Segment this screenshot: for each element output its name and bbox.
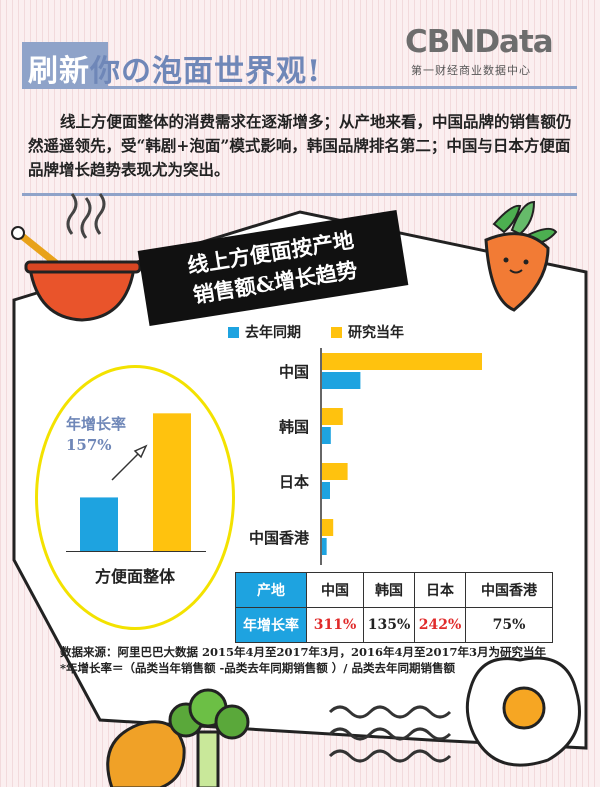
- noodle-squiggle-icon: [328, 705, 452, 763]
- table-cell-origin: 日本: [414, 572, 466, 608]
- table-cell-rate: 135%: [363, 607, 415, 643]
- intro-divider: [22, 193, 577, 196]
- growth-table: 产地 中国 韩国 日本 中国香港 年增长率 311% 135% 242% 75%: [235, 572, 553, 643]
- table-cell-rate: 75%: [465, 607, 553, 643]
- header-divider: [22, 86, 577, 89]
- legend-swatch-this-year: [331, 326, 342, 338]
- broccoli-icon: [168, 688, 250, 787]
- source-note: 数据来源：阿里巴巴大数据 2015年4月至2017年3月，2016年4月至201…: [60, 644, 546, 676]
- table-cell-origin: 韩国: [363, 572, 415, 608]
- legend-label-this-year: 研究当年: [348, 325, 404, 341]
- page-title: 刷新你の泡面世界观!: [28, 46, 321, 90]
- title-highlight: 刷新: [28, 54, 90, 89]
- legend-swatch-last-year: [228, 326, 239, 338]
- brand-logo: CBNData: [405, 24, 554, 60]
- overall-baseline: [66, 551, 206, 552]
- overall-ellipse: [35, 365, 235, 630]
- table-header-origin: 产地: [235, 572, 307, 608]
- legend-item-last-year: 去年同期: [228, 322, 301, 342]
- table-row-origin: 产地 中国 韩国 日本 中国香港: [235, 572, 553, 608]
- overall-growth-annotation: 年增长率 157%: [66, 414, 126, 456]
- intro-paragraph: 线上方便面整体的消费需求在逐渐增多；从产地来看，中国品牌的销售额仍然遥遥领先，受…: [28, 112, 572, 179]
- overall-growth-value: 157%: [66, 436, 112, 454]
- source-line-2: *年增长率＝（品类当年销售额 -品类去年同期销售额 ）/ 品类去年同期销售额: [60, 661, 455, 675]
- chart-legend: 去年同期 研究当年: [228, 322, 434, 342]
- table-cell-rate: 242%: [414, 607, 466, 643]
- noodle-bowl-icon: [11, 193, 142, 322]
- title-highlight-box: [22, 42, 108, 86]
- carrot-icon: [484, 200, 558, 312]
- table-cell-rate: 311%: [306, 607, 364, 643]
- brand-subtitle: 第一财经商业数据中心: [411, 64, 531, 77]
- title-rest: 你の泡面世界观!: [90, 54, 322, 89]
- table-cell-origin: 中国香港: [465, 572, 553, 608]
- table-header-growth: 年增长率: [235, 607, 307, 643]
- legend-label-last-year: 去年同期: [245, 325, 301, 341]
- source-line-1: 数据来源：阿里巴巴大数据 2015年4月至2017年3月，2016年4月至201…: [60, 645, 547, 659]
- legend-item-this-year: 研究当年: [331, 322, 404, 342]
- table-row-growth: 年增长率 311% 135% 242% 75%: [235, 607, 553, 643]
- overall-growth-label: 年增长率: [66, 415, 127, 433]
- fried-egg-icon: [465, 656, 581, 767]
- table-cell-origin: 中国: [306, 572, 364, 608]
- overall-caption: 方便面整体: [94, 567, 175, 586]
